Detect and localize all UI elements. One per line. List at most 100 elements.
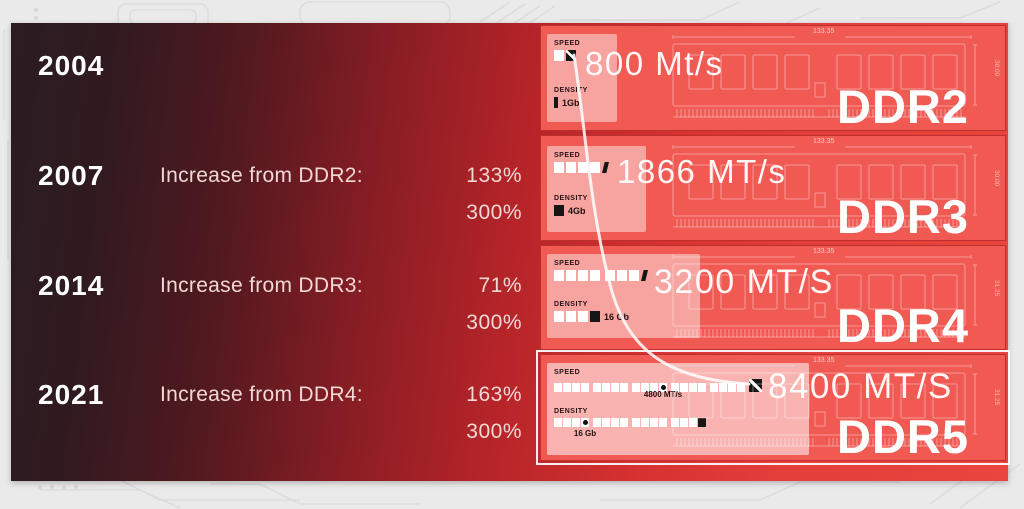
bar-cell	[581, 383, 589, 392]
speed-bar	[554, 50, 610, 61]
bar-cell	[554, 50, 564, 61]
speed-value: 8400 MT/S	[768, 367, 953, 406]
timeline-row-2014: 2014 Increase from DDR3: 71% 300%	[28, 245, 522, 351]
bar-cell	[629, 270, 639, 281]
increase-percent: 133%	[466, 164, 522, 187]
density-bar-wrap: 4Gb	[554, 205, 639, 216]
bar-cell	[563, 383, 571, 392]
timeline-row-2007: 2007 Increase from DDR2: 133% 300%	[28, 135, 522, 241]
speed-label: SPEED	[554, 40, 581, 47]
timeline-row-2004: 2004	[28, 25, 522, 131]
generation-row-ddr5-highlighted: SPEED 4800 MT/s DENSITY 16 Gb 8400 MT/S	[536, 350, 1010, 465]
density-bar	[554, 97, 558, 108]
module-width-dimension: 133.35	[813, 248, 835, 255]
bar-cell	[689, 383, 697, 392]
bar-cell	[554, 383, 562, 392]
secondary-percent: 300%	[466, 311, 522, 334]
bar-cell	[602, 383, 610, 392]
density-label: DENSITY	[554, 301, 588, 308]
generation-row-ddr3: SPEED DENSITY 4Gb 1866 MT/s	[540, 135, 1006, 241]
module-height-dimension: 30.00	[993, 60, 1000, 77]
module-width-dimension: 133.35	[813, 357, 835, 364]
generation-name: DDR4	[837, 299, 969, 352]
bar-cell	[719, 383, 727, 392]
density-value: 16 Gb	[604, 311, 630, 322]
current-marker-dot-cell	[581, 418, 589, 427]
density-bar	[554, 205, 564, 216]
bar-cell	[590, 270, 600, 281]
module-width-dimension: 133.35	[813, 28, 835, 35]
bar-cell	[593, 418, 601, 427]
bar-cell	[671, 383, 679, 392]
generation-row-ddr4: SPEED DENSITY 16 Gb 3200 MT/S	[540, 245, 1006, 350]
bar-cell	[605, 270, 615, 281]
bar-cell	[566, 270, 576, 281]
secondary-percent: 300%	[466, 201, 522, 224]
density-label: DENSITY	[554, 408, 588, 415]
bar-cell	[698, 418, 706, 427]
year-label: 2004	[38, 50, 105, 81]
density-bar	[554, 418, 706, 427]
bar-end-marker	[641, 270, 648, 281]
bar-cell	[572, 418, 580, 427]
bar-end-marker	[749, 379, 762, 392]
generation-name: DDR3	[837, 190, 969, 243]
bar-cell	[650, 383, 658, 392]
generations-panel: SPEED DENSITY 1Gb 800 Mt/s	[536, 25, 1010, 465]
bar-end-marker	[602, 162, 609, 173]
bar-cell	[578, 270, 588, 281]
bar-cell	[641, 418, 649, 427]
bar-cell	[554, 205, 564, 216]
bar-cell	[590, 162, 600, 173]
bar-cell	[641, 383, 649, 392]
bar-cell	[590, 311, 600, 322]
increase-label: Increase from DDR2:	[160, 164, 363, 187]
bar-cell	[632, 418, 640, 427]
module-height-dimension: 30.00	[993, 170, 1000, 187]
bar-cell	[593, 383, 601, 392]
bar-cell	[620, 418, 628, 427]
speed-marker-label: 4800 MT/s	[643, 390, 683, 399]
bar-cell	[620, 383, 628, 392]
density-label: DENSITY	[554, 195, 588, 202]
module-height-dimension: 31.25	[993, 280, 1000, 297]
bar-cell	[632, 383, 640, 392]
bar-cell	[563, 418, 571, 427]
bar-cell	[689, 418, 697, 427]
density-bar	[554, 311, 600, 322]
generation-name: DDR2	[837, 80, 969, 133]
speed-bar	[554, 379, 802, 392]
module-height-dimension: 31.25	[993, 389, 1000, 406]
bar-cell	[554, 418, 562, 427]
year-label: 2014	[38, 270, 105, 301]
bar-cell	[698, 383, 706, 392]
density-value: 1Gb	[562, 97, 580, 108]
generation-row-ddr2: SPEED DENSITY 1Gb 800 Mt/s	[540, 25, 1006, 131]
bar-cell	[617, 270, 627, 281]
generation-name: DDR5	[837, 410, 969, 463]
bar-cell	[650, 418, 658, 427]
speed-bar-wrap	[554, 50, 610, 61]
current-marker-dot-cell	[659, 383, 667, 392]
density-value: 4Gb	[568, 205, 586, 216]
bar-cell	[554, 162, 564, 173]
bar-cell	[737, 383, 745, 392]
year-label: 2007	[38, 160, 105, 191]
year-label: 2021	[38, 379, 105, 410]
bar-cell	[710, 383, 718, 392]
bar-cell	[578, 162, 588, 173]
increase-percent: 71%	[478, 274, 522, 297]
bar-cell	[728, 383, 736, 392]
increase-label: Increase from DDR4:	[160, 383, 363, 406]
density-label: DENSITY	[554, 87, 588, 94]
bar-cell	[554, 97, 558, 108]
bar-cell	[611, 418, 619, 427]
bar-cell	[578, 311, 588, 322]
bar-cell	[680, 383, 688, 392]
density-bar-wrap: 1Gb	[554, 97, 610, 108]
speed-label: SPEED	[554, 369, 581, 376]
bar-cell	[566, 311, 576, 322]
bar-cell	[554, 311, 564, 322]
density-marker-label: 16 Gb	[573, 429, 597, 438]
